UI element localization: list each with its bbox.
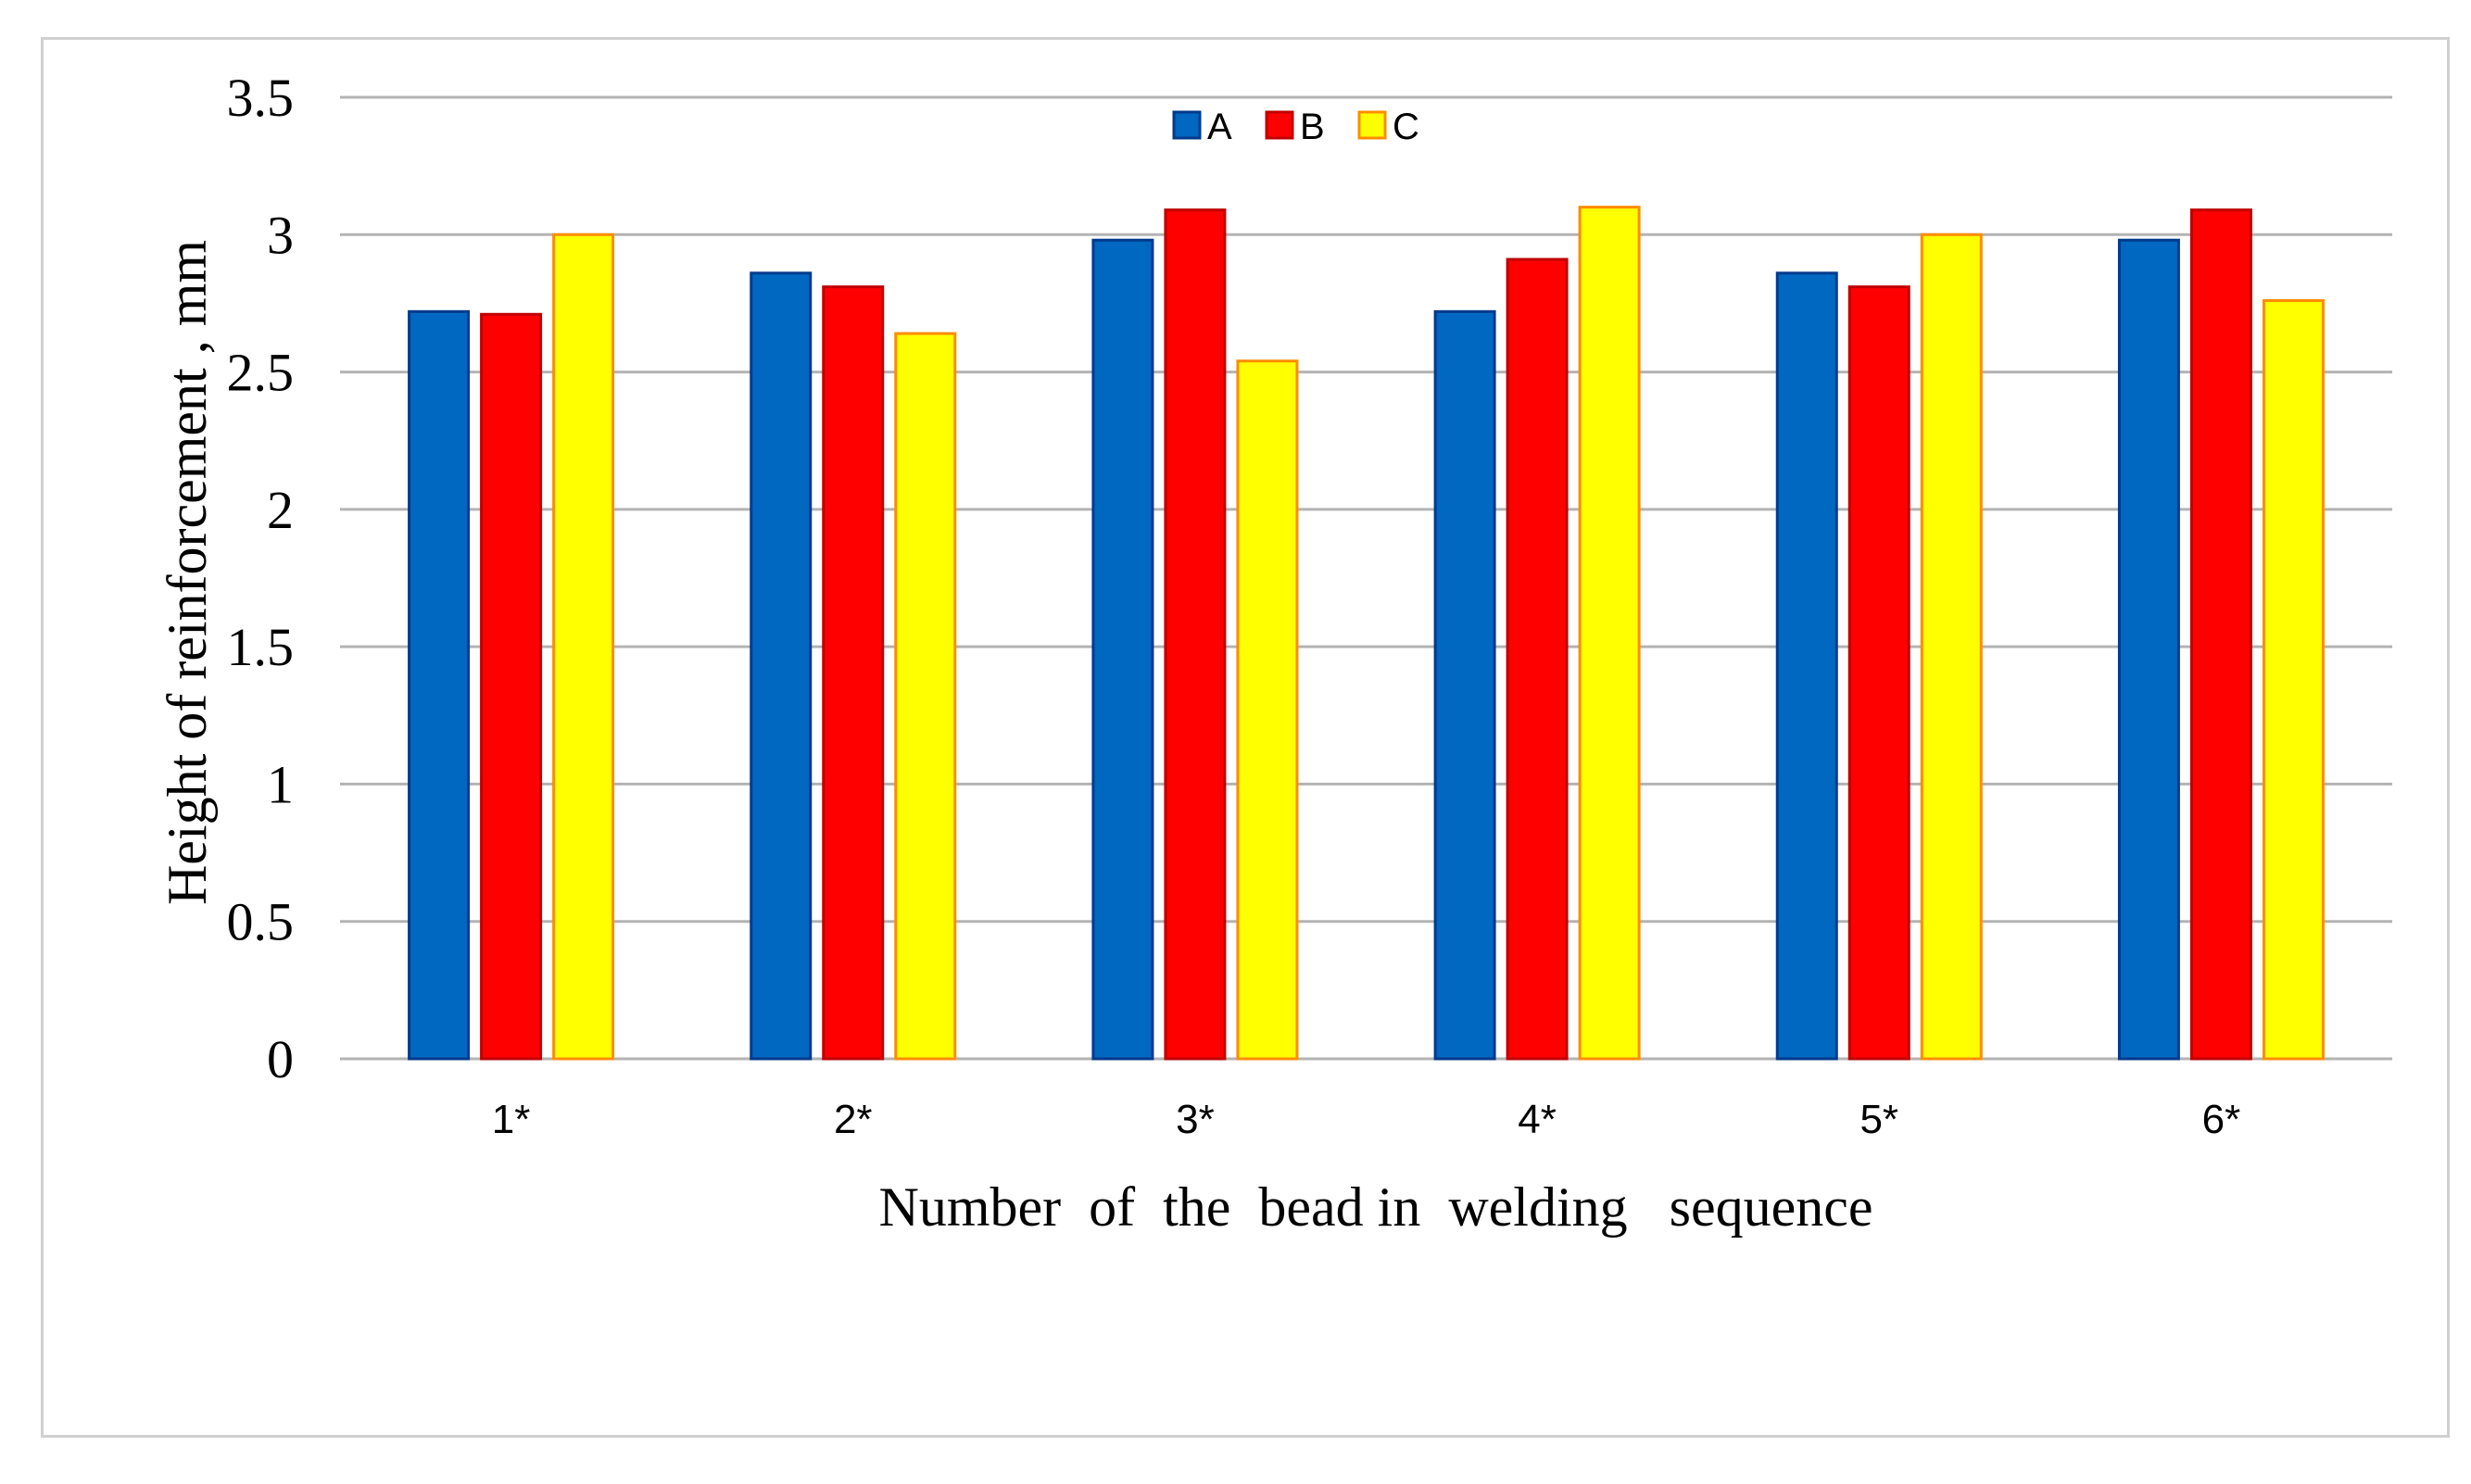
chart-frame: 0 0.5 1 1.5 2 2.5 3 3.5 1* 2* 3* 4* 5* 6* A B C Height… bbox=[41, 37, 2450, 1438]
bar-C-4 bbox=[1578, 206, 1641, 1061]
x-tick-label: 1* bbox=[492, 1097, 531, 1142]
bar-B-3 bbox=[1164, 208, 1227, 1061]
legend-swatch-B bbox=[1265, 110, 1294, 140]
x-axis-label: Number of the bead in welding sequence bbox=[879, 1176, 1873, 1238]
y-axis-label: Height of reinforcement , mm bbox=[157, 240, 218, 905]
bar-A-3 bbox=[1091, 238, 1154, 1061]
x-tick-label: 5* bbox=[1860, 1097, 1898, 1142]
y-tick-label: 2 bbox=[267, 480, 294, 540]
x-tick-label: 6* bbox=[2202, 1097, 2241, 1142]
legend-label-B: B bbox=[1300, 107, 1325, 147]
bar-B-6 bbox=[2189, 208, 2252, 1061]
bar-B-1 bbox=[480, 312, 543, 1061]
bar-B-4 bbox=[1506, 258, 1569, 1061]
x-tick-label: 2* bbox=[834, 1097, 873, 1142]
bar-C-5 bbox=[1920, 233, 1983, 1061]
y-tick-label: 1.5 bbox=[227, 617, 295, 677]
bar-B-5 bbox=[1847, 285, 1910, 1061]
bars bbox=[408, 206, 2325, 1061]
y-tick-label: 3 bbox=[267, 205, 294, 265]
bar-C-1 bbox=[552, 233, 615, 1061]
gridlines bbox=[340, 95, 2392, 1061]
legend: A B C bbox=[1172, 107, 1419, 147]
y-tick-label: 2.5 bbox=[227, 343, 295, 403]
bar-A-5 bbox=[1775, 271, 1838, 1061]
bar-A-6 bbox=[2117, 238, 2180, 1061]
bar-C-6 bbox=[2262, 298, 2325, 1061]
x-tick-label: 3* bbox=[1176, 1097, 1215, 1142]
bar-C-3 bbox=[1236, 359, 1299, 1061]
y-tick-label: 3.5 bbox=[227, 68, 295, 128]
bar-A-2 bbox=[750, 271, 813, 1061]
legend-swatch-A bbox=[1172, 110, 1202, 140]
y-tick-labels: 0 0.5 1 1.5 2 2.5 3 3.5 bbox=[227, 68, 295, 1089]
x-tick-labels: 1* 2* 3* 4* 5* 6* bbox=[492, 1097, 2240, 1142]
bar-A-4 bbox=[1433, 309, 1496, 1061]
y-tick-label: 0.5 bbox=[227, 892, 295, 952]
y-tick-label: 1 bbox=[267, 754, 294, 814]
legend-label-A: A bbox=[1207, 107, 1232, 147]
bar-A-1 bbox=[408, 309, 471, 1061]
y-tick-label: 0 bbox=[267, 1029, 294, 1089]
bar-C-2 bbox=[894, 332, 957, 1061]
bar-chart: 0 0.5 1 1.5 2 2.5 3 3.5 1* 2* 3* 4* 5* 6* A B C Height… bbox=[157, 68, 2392, 1238]
legend-label-C: C bbox=[1393, 107, 1419, 147]
x-tick-label: 4* bbox=[1518, 1097, 1557, 1142]
legend-swatch-C bbox=[1357, 110, 1387, 140]
bar-B-2 bbox=[822, 285, 885, 1061]
